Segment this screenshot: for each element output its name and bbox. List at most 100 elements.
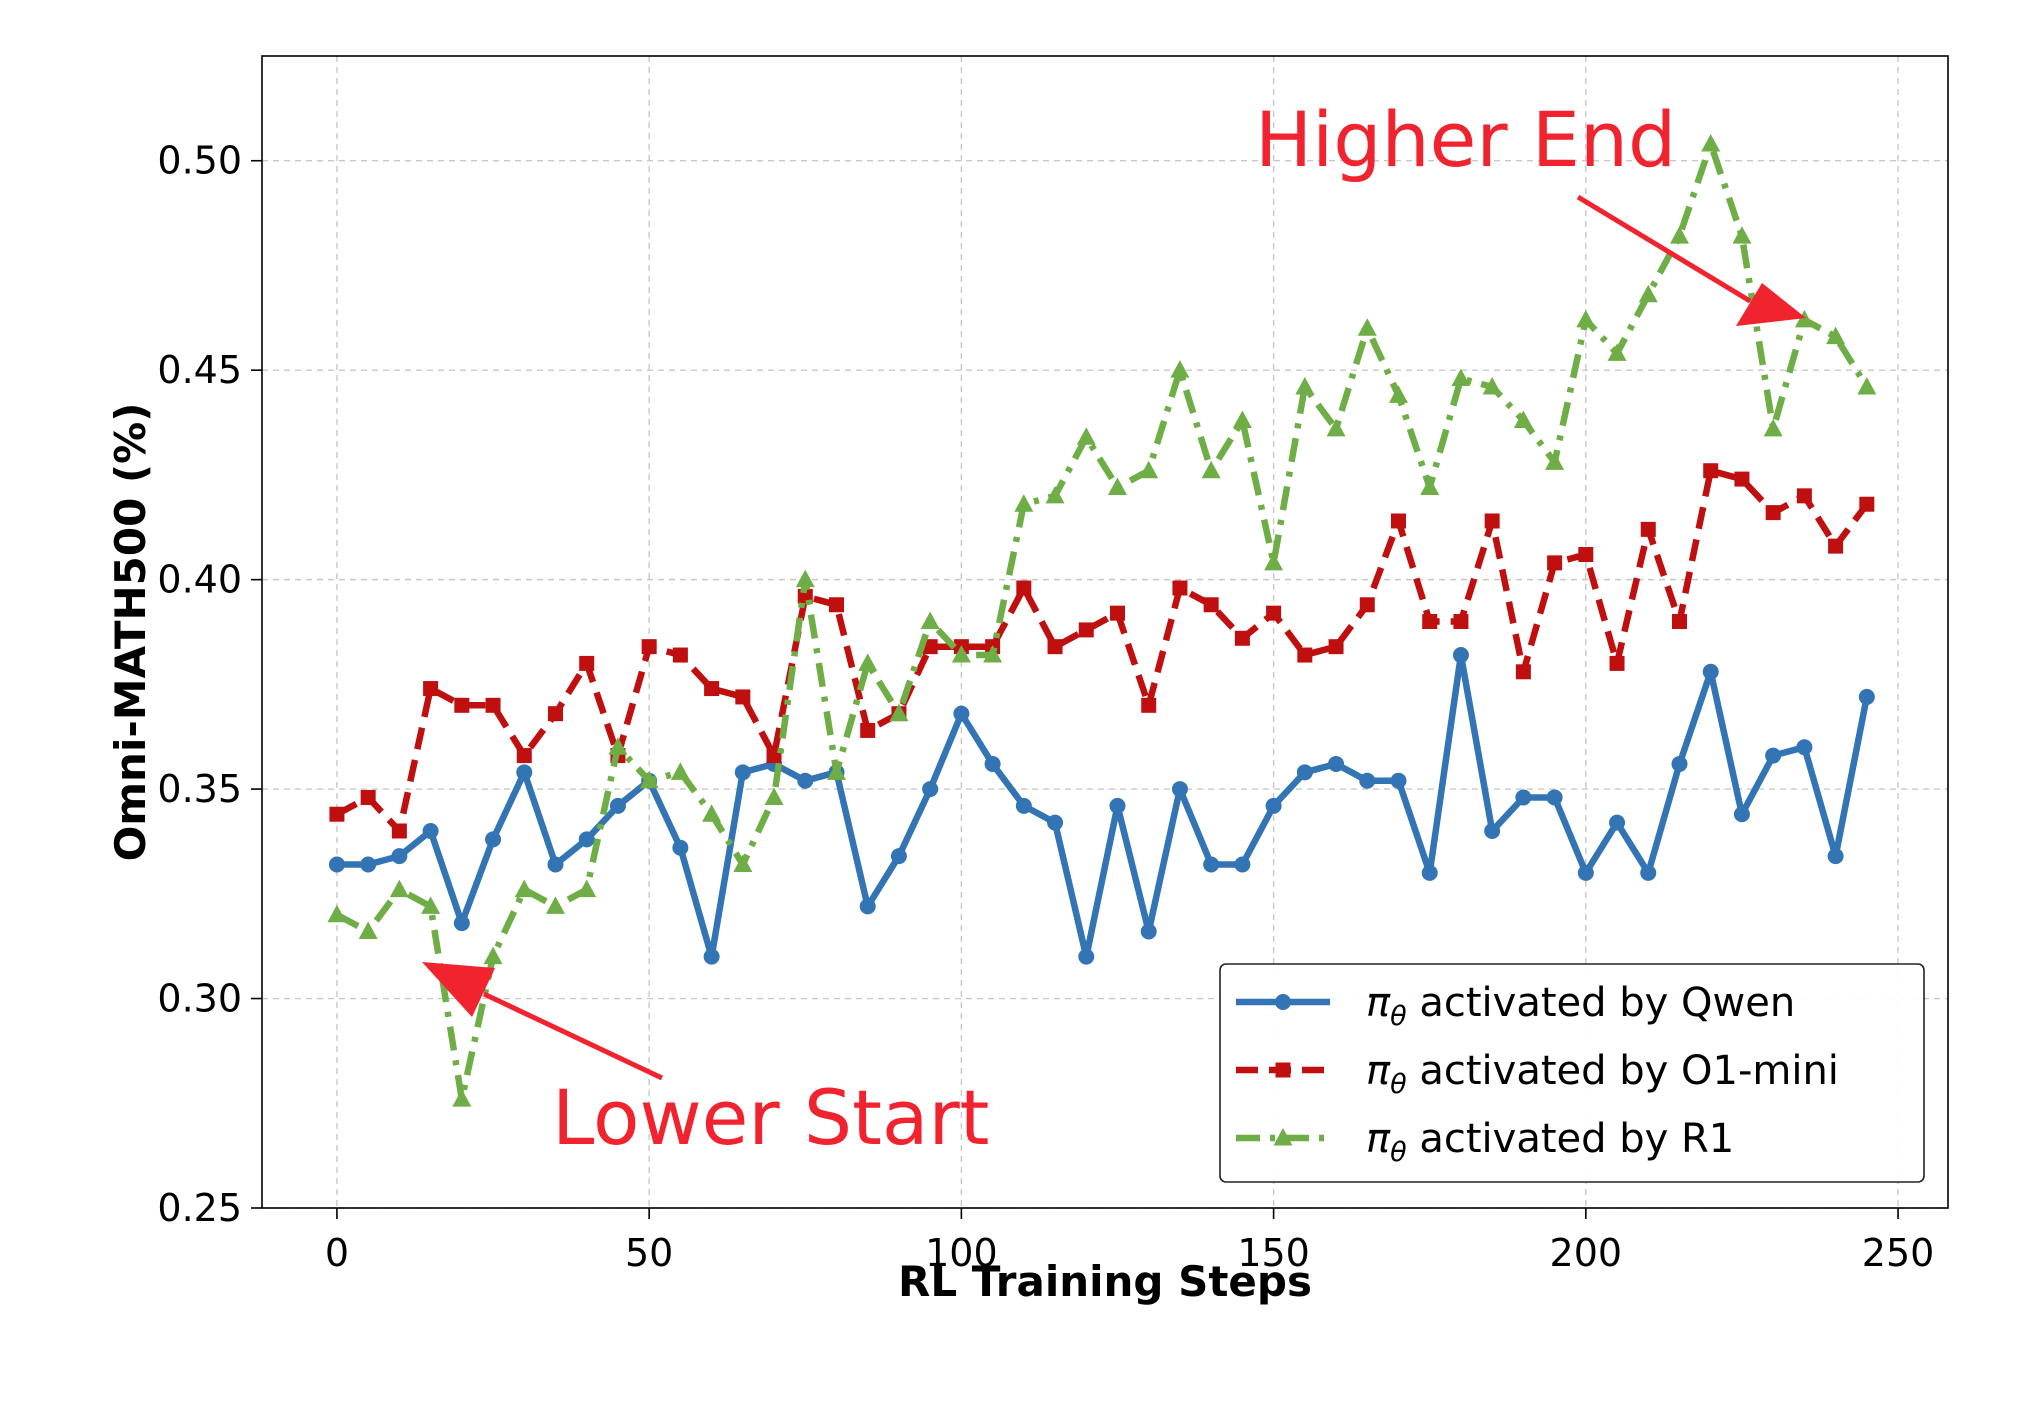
axis-ticks: 0 50 100 150 200 250 0.25 0.30 0.35 0.40 0.45 0.50 <box>157 139 1934 1275</box>
legend-label-qwen: πθ activated by Qwen <box>1366 980 1795 1032</box>
x-tick-label: 50 <box>625 1231 673 1275</box>
x-tick-label: 100 <box>925 1231 998 1275</box>
y-tick-label: 0.35 <box>157 767 242 811</box>
data-point <box>545 896 565 914</box>
data-point <box>1515 789 1532 806</box>
x-tick-label: 150 <box>1237 1231 1310 1275</box>
data-point <box>609 797 626 814</box>
data-point <box>578 831 595 848</box>
data-point <box>704 681 720 697</box>
data-point <box>1265 797 1282 814</box>
y-tick-label: 0.40 <box>157 558 242 602</box>
data-point <box>826 762 846 780</box>
data-point <box>890 848 907 865</box>
data-point <box>1295 376 1315 395</box>
data-point <box>1607 343 1627 361</box>
data-point <box>983 645 1003 663</box>
data-point <box>454 697 470 713</box>
data-point <box>1203 597 1219 613</box>
data-point <box>1733 806 1750 823</box>
data-point <box>1765 747 1782 764</box>
data-point <box>1388 385 1408 403</box>
data-point <box>1107 477 1127 495</box>
data-point <box>1296 764 1313 781</box>
data-point <box>1390 513 1406 529</box>
legend-label-o1-mini: πθ activated by O1-mini <box>1366 1048 1839 1100</box>
data-point <box>485 831 502 848</box>
data-point <box>422 822 439 839</box>
data-point <box>1701 133 1721 152</box>
data-point <box>1203 856 1220 873</box>
data-point <box>1703 463 1719 479</box>
data-point <box>1576 309 1596 328</box>
data-point <box>1016 580 1032 596</box>
data-point <box>735 689 751 705</box>
data-point <box>1076 427 1096 445</box>
data-point <box>1264 552 1284 571</box>
data-point <box>1484 822 1501 839</box>
data-point <box>639 770 659 789</box>
y-tick-label: 0.45 <box>157 348 242 392</box>
data-point <box>1326 418 1346 437</box>
legend-marker-3 <box>1273 1128 1293 1146</box>
data-point <box>1171 781 1188 798</box>
data-point <box>1827 848 1844 865</box>
data-point <box>1828 538 1844 554</box>
data-point <box>1201 460 1221 479</box>
data-point <box>1140 923 1157 940</box>
data-point <box>1139 460 1159 479</box>
x-tick-label: 0 <box>325 1231 349 1275</box>
data-point <box>421 896 441 914</box>
data-point <box>1794 309 1814 328</box>
data-point <box>1453 614 1469 630</box>
data-point <box>547 706 563 722</box>
data-point <box>1357 318 1377 336</box>
data-point <box>672 839 689 856</box>
data-point <box>702 804 722 822</box>
x-tick-label: 250 <box>1862 1231 1935 1275</box>
data-point <box>1734 471 1750 487</box>
plot-frame <box>261 55 1949 1209</box>
data-point <box>1545 452 1565 470</box>
data-point <box>1671 755 1688 772</box>
series-2 <box>329 463 1875 839</box>
data-point <box>1015 797 1032 814</box>
data-point <box>579 655 595 671</box>
series-line <box>335 140 1870 1103</box>
data-point <box>1451 368 1471 387</box>
data-point <box>391 823 407 839</box>
data-point <box>953 705 970 722</box>
data-point <box>670 762 690 780</box>
arrow-higher-end-icon <box>1576 194 1806 326</box>
arrow-lower-start-icon <box>422 962 664 1081</box>
data-point <box>423 681 439 697</box>
data-point <box>1234 630 1250 646</box>
data-point <box>1609 655 1625 671</box>
data-point <box>1857 376 1877 395</box>
data-point <box>1047 639 1063 655</box>
annotation-higher-end: Higher End <box>1255 95 1676 184</box>
data-point <box>1796 488 1812 504</box>
data-point <box>1390 772 1407 789</box>
data-point <box>1671 614 1687 630</box>
data-point <box>920 611 940 630</box>
series-line <box>335 467 1870 835</box>
data-point <box>1452 647 1469 664</box>
data-point <box>1109 605 1125 621</box>
data-point <box>1328 639 1344 655</box>
data-point <box>485 697 501 713</box>
data-point <box>1170 360 1190 378</box>
data-point <box>1515 664 1531 680</box>
data-point <box>516 748 532 764</box>
data-point <box>577 879 597 898</box>
data-point <box>453 915 470 932</box>
data-point <box>922 781 939 798</box>
data-point <box>797 772 814 789</box>
data-point <box>327 904 347 923</box>
data-point <box>360 856 377 873</box>
data-point <box>547 856 564 873</box>
data-point <box>1577 864 1594 881</box>
data-point <box>1702 663 1719 680</box>
annotation-lower-start: Lower Start <box>552 1073 989 1162</box>
legend-box <box>1219 963 1925 1183</box>
